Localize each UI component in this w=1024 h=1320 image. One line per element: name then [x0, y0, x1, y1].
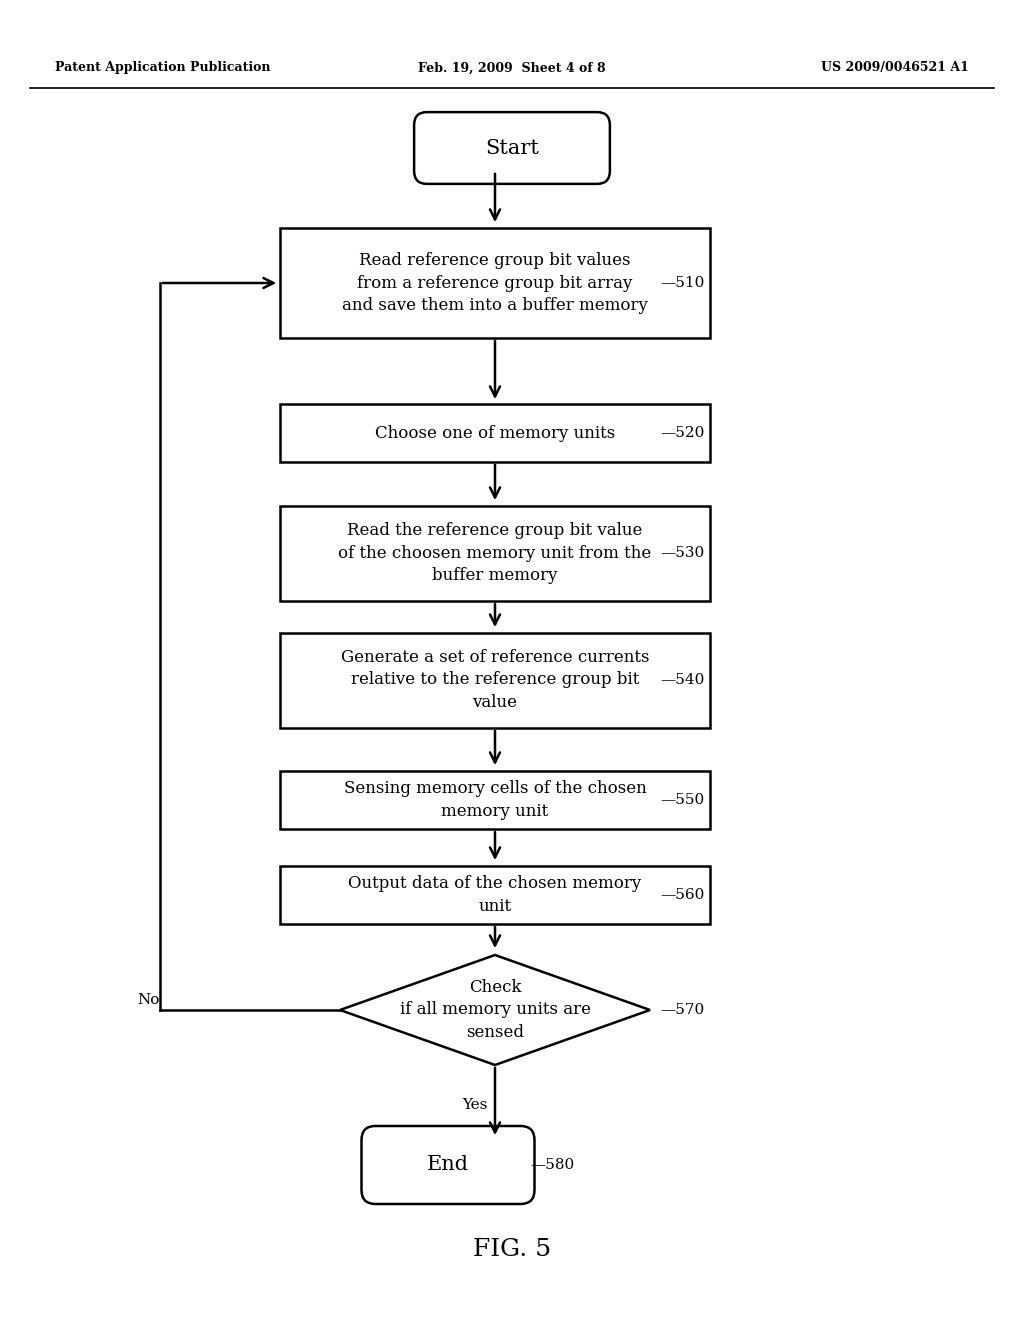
Text: US 2009/0046521 A1: US 2009/0046521 A1 — [821, 62, 969, 74]
Text: —510: —510 — [660, 276, 705, 290]
FancyBboxPatch shape — [361, 1126, 535, 1204]
Text: No: No — [137, 993, 159, 1007]
Bar — [280, 228, 710, 338]
Text: Output data of the chosen memory
unit: Output data of the chosen memory unit — [348, 875, 642, 915]
FancyBboxPatch shape — [414, 112, 610, 183]
Text: —580: —580 — [530, 1158, 574, 1172]
Text: —560: —560 — [660, 888, 705, 902]
Text: Sensing memory cells of the chosen
memory unit: Sensing memory cells of the chosen memor… — [344, 780, 646, 820]
Bar — [280, 771, 710, 829]
Text: Generate a set of reference currents
relative to the reference group bit
value: Generate a set of reference currents rel… — [341, 649, 649, 710]
Text: FIG. 5: FIG. 5 — [473, 1238, 551, 1262]
Text: —520: —520 — [660, 426, 705, 440]
Text: End: End — [427, 1155, 469, 1175]
Text: Feb. 19, 2009  Sheet 4 of 8: Feb. 19, 2009 Sheet 4 of 8 — [418, 62, 606, 74]
Text: Choose one of memory units: Choose one of memory units — [375, 425, 615, 441]
Bar — [280, 866, 710, 924]
Text: —550: —550 — [660, 793, 705, 807]
Text: Yes: Yes — [462, 1098, 487, 1111]
Bar — [280, 506, 710, 601]
Text: —570: —570 — [660, 1003, 705, 1016]
Text: Start: Start — [485, 139, 539, 157]
Text: —530: —530 — [660, 546, 705, 560]
Polygon shape — [340, 954, 650, 1065]
Bar — [280, 404, 710, 462]
Text: Patent Application Publication: Patent Application Publication — [55, 62, 270, 74]
Text: —540: —540 — [660, 673, 705, 686]
Text: Read reference group bit values
from a reference group bit array
and save them i: Read reference group bit values from a r… — [342, 252, 648, 314]
Bar — [280, 632, 710, 727]
Text: Read the reference group bit value
of the choosen memory unit from the
buffer me: Read the reference group bit value of th… — [338, 523, 651, 583]
Text: Check
if all memory units are
sensed: Check if all memory units are sensed — [399, 979, 591, 1040]
